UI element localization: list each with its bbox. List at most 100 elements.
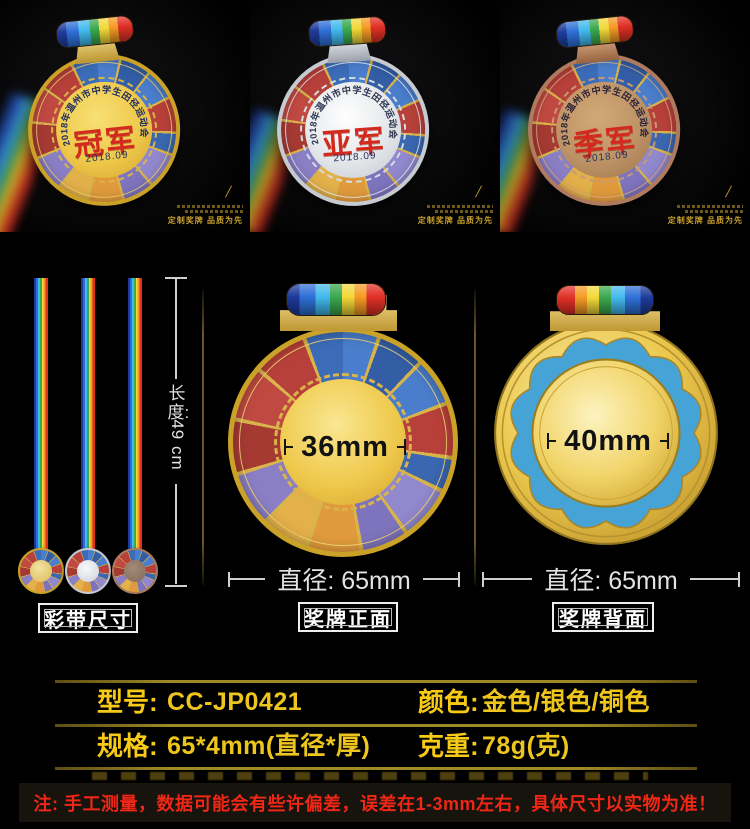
measure-cap (482, 571, 484, 587)
measure-line (422, 578, 459, 580)
bead-ring (274, 373, 412, 511)
measure-line (230, 578, 266, 580)
measure-cap (458, 571, 461, 587)
watermark-slash-decor (225, 185, 232, 198)
medal-front-view (228, 283, 458, 559)
watermark: 定制奖牌 品质为先 (418, 185, 493, 226)
rainbow-ribbon-tube (556, 285, 654, 315)
dim-tick (404, 439, 407, 455)
watermark-microtext-decor (685, 210, 743, 213)
photo-panel-bronze: 2018年温州市中学生田径运动会 季军 2018.09 定制奖牌 品质为先 (500, 0, 750, 232)
weight-label: 克重: (418, 731, 479, 761)
rainbow-ribbon-tube (54, 14, 136, 50)
length-label: 长度: (167, 384, 190, 422)
gold-medal-photo: 2018年温州市中学生田径运动会 冠军 2018.09 (16, 8, 190, 223)
watermark: 定制奖牌 品质为先 (668, 185, 743, 226)
watermark-microtext-decor (185, 210, 243, 213)
color-label: 颜色: (418, 687, 479, 717)
rainbow-lanyard (81, 278, 95, 560)
measure-line (484, 578, 533, 580)
length-measure-cap-bottom (165, 585, 187, 587)
rainbow-lanyard (34, 278, 48, 560)
silver-medal-face: 2018年温州市中学生田径运动会 亚军 2018.09 (271, 48, 435, 212)
medal-back-view (492, 283, 720, 559)
measure-line (689, 578, 739, 580)
dim-value: 40mm (564, 424, 652, 457)
length-value-rotated: 49 cm (168, 419, 187, 471)
weight-value: 78g(克) (482, 732, 570, 760)
caption-medal-front: 奖牌正面 (298, 602, 398, 632)
measure-cap (738, 571, 741, 587)
caption-medal-back: 奖牌背面 (552, 602, 654, 632)
bronze-medal-face: 2018年温州市中学生田径运动会 季军 2018.09 (520, 46, 688, 214)
watermark-text: 定制奖牌 品质为先 (417, 216, 493, 225)
mini-medal-center (77, 560, 99, 582)
dim-line (286, 446, 294, 448)
rainbow-ribbon-tube (307, 15, 388, 48)
table-rule (55, 724, 697, 727)
mini-medal-bronze (112, 548, 158, 594)
back-diameter-measure: 直径: 65mm (482, 564, 741, 595)
watermark-text: 定制奖牌 品质为先 (167, 216, 243, 225)
photo-panel-silver: 2018年温州市中学生田径运动会 亚军 2018.09 定制奖牌 品质为先 (250, 0, 500, 232)
watermark-microtext-decor (435, 210, 493, 213)
dim-line (659, 440, 668, 442)
watermark-slash-decor (475, 185, 482, 198)
table-rule (55, 767, 697, 770)
model-value: CC-JP0421 (167, 688, 303, 716)
watermark-microtext-decor (427, 205, 493, 208)
size-value: 65*4mm(直径*厚) (167, 732, 371, 760)
medal-front-blank-center (280, 379, 406, 505)
watermark-microtext-decor (177, 205, 243, 208)
model-label: 型号: (97, 687, 158, 717)
watermark: 定制奖牌 品质为先 (168, 185, 243, 226)
watermark-microtext-decor (677, 205, 743, 208)
dim-line (396, 446, 405, 448)
mini-medal-gold (18, 548, 64, 594)
panel-divider (474, 290, 476, 585)
length-measure-line (175, 279, 177, 379)
dim-tick (284, 439, 286, 455)
silver-medal-center: 2018年温州市中学生田径运动会 亚军 2018.09 (301, 78, 405, 182)
dim-value: 36mm (301, 430, 389, 463)
measure-cap (228, 571, 230, 587)
length-measure-line (175, 484, 177, 584)
gold-medal-face: 2018年温州市中学生田径运动会 冠军 2018.09 (20, 46, 188, 214)
dim-tick (547, 433, 549, 449)
length-measure-text: 长度: 49 cm (158, 384, 196, 471)
front-diameter-measure: 直径: 65mm (228, 564, 461, 595)
clipped-row-decor (92, 772, 648, 780)
length-measure-cap-top (165, 277, 187, 279)
color-value: 金色/银色/铜色 (482, 688, 650, 716)
mini-medal-silver (65, 548, 111, 594)
dim-tick (667, 433, 670, 449)
disclaimer-bar: 注: 手工测量，数据可能会有些许偏差，误差在1-3mm左右，具体尺寸以实物为准！ (19, 783, 731, 822)
arc-title-svg: 2018年温州市中学生田径运动会 (305, 81, 400, 147)
silver-medal-photo: 2018年温州市中学生田径运动会 亚军 2018.09 (268, 11, 436, 221)
diameter-text: 直径: 65mm (277, 567, 411, 595)
bronze-medal-center: 2018年温州市中学生田径运动会 季军 2018.09 (551, 77, 657, 183)
rainbow-ribbon-tube (554, 14, 636, 50)
medal-back-face (494, 321, 718, 545)
dim-line (549, 440, 557, 442)
watermark-slash-decor (725, 185, 732, 198)
diameter-text: 直径: 65mm (544, 567, 678, 595)
size-label: 规格: (97, 731, 158, 761)
gold-medal-center: 2018年温州市中学生田径运动会 冠军 2018.09 (51, 77, 157, 183)
rainbow-lanyard (128, 278, 142, 560)
caption-ribbon-size: 彩带尺寸 (38, 603, 138, 633)
inner-diameter-36mm: 36mm (284, 430, 407, 464)
mini-medal-center (30, 560, 52, 582)
table-rule (55, 680, 697, 683)
arc-title-svg: 2018年温州市中学生田径运动会 (55, 79, 152, 148)
inner-diameter-40mm: 40mm (547, 424, 670, 458)
rainbow-ribbon-tube (286, 283, 386, 316)
photo-panel-gold: 2018年温州市中学生田径运动会 冠军 2018.09 定制奖牌 品质为先 (0, 0, 250, 232)
arc-title-svg: 2018年温州市中学生田径运动会 (555, 79, 652, 148)
watermark-text: 定制奖牌 品质为先 (667, 216, 743, 225)
panel-divider (202, 290, 204, 585)
bronze-medal-photo: 2018年温州市中学生田径运动会 季军 2018.09 (516, 8, 690, 223)
mini-medal-center (124, 560, 146, 582)
disclaimer-text: 注: 手工测量，数据可能会有些许偏差，误差在1-3mm左右，具体尺寸以实物为准！ (33, 793, 717, 814)
